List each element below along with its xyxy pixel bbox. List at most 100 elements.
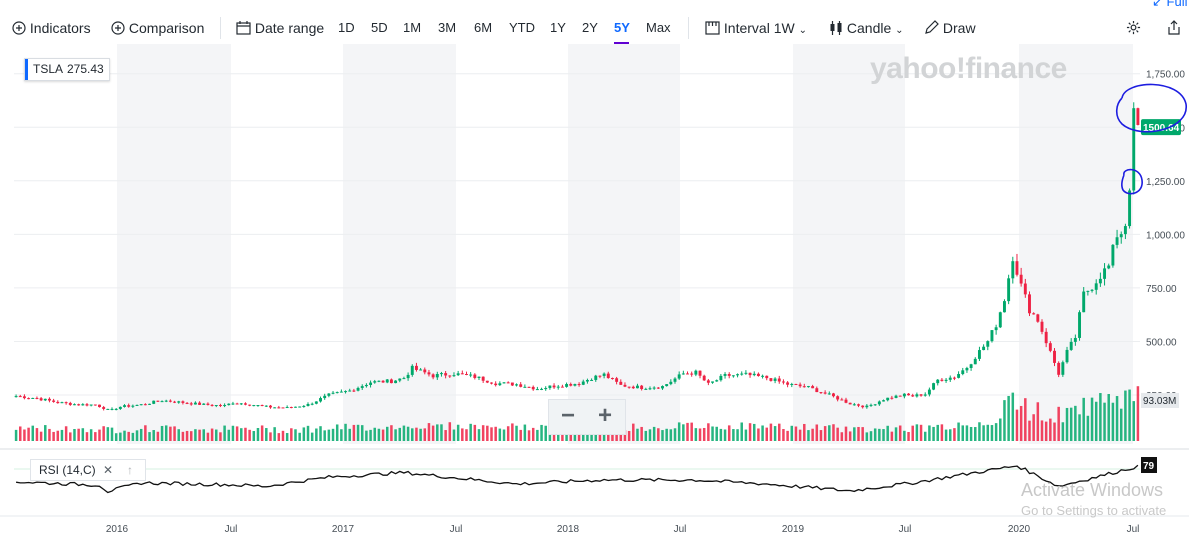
volume-bar — [719, 428, 723, 441]
indicators-label: Indicators — [29, 20, 91, 36]
volume-bar — [440, 424, 443, 441]
volume-bar — [281, 430, 285, 441]
candle-body — [269, 405, 272, 408]
volume-bar — [782, 429, 785, 441]
volume-bar — [953, 428, 956, 441]
candle-body — [1128, 190, 1132, 227]
volume-bar — [198, 429, 201, 441]
candle-body — [719, 375, 723, 381]
volume-bar — [944, 429, 948, 441]
candle-body — [469, 374, 473, 376]
symbol-legend[interactable]: TSLA 275.43 — [24, 58, 110, 81]
volume-bar — [907, 431, 910, 441]
volume-tag — [1141, 393, 1179, 408]
candle-body — [652, 387, 656, 389]
candle-body — [177, 401, 181, 403]
candle-body — [456, 373, 460, 376]
range-5y[interactable]: 5Y — [614, 20, 630, 35]
volume-bar — [73, 428, 76, 441]
volume-bar — [1074, 405, 1077, 441]
volume-bar — [1082, 397, 1085, 441]
volume-bar — [381, 429, 385, 441]
candle-body — [1053, 350, 1056, 363]
volume-bar — [219, 432, 222, 441]
candle-body — [389, 379, 393, 384]
volume-bar — [836, 427, 839, 441]
chart-axes: 1,750.001,500.001,250.001,000.00750.0050… — [0, 70, 1189, 535]
candle-body — [114, 408, 118, 410]
fullscreen-link[interactable]: ↙ Full — [1152, 0, 1187, 10]
range-1m[interactable]: 1M — [403, 20, 422, 35]
candle-body — [723, 374, 727, 376]
candle-body — [923, 394, 927, 396]
candle-body — [656, 387, 660, 389]
candles — [14, 102, 1140, 411]
price-chart[interactable]: 79 1,750.001,500.001,250.001,000.00750.0… — [0, 44, 1189, 539]
candle-body — [306, 404, 310, 406]
volume-bar — [865, 432, 869, 441]
pencil-icon — [925, 20, 939, 34]
candle-body — [1007, 278, 1011, 302]
settings-button[interactable] — [1126, 19, 1141, 37]
draw-button[interactable]: Draw — [924, 19, 976, 37]
range-6m[interactable]: 6M — [474, 20, 493, 35]
interval-dropdown[interactable]: Interval 1W ⌄ — [705, 19, 807, 40]
shaded-band — [1019, 44, 1133, 444]
range-2y[interactable]: 2Y — [582, 20, 598, 35]
volume-bar — [260, 425, 264, 441]
calendar-icon — [236, 21, 251, 35]
candle-body — [535, 389, 539, 391]
range-5d[interactable]: 5D — [371, 20, 388, 35]
range-max[interactable]: Max — [646, 20, 671, 35]
volume-bar — [832, 424, 835, 441]
candle-body — [60, 402, 64, 404]
indicators-button[interactable]: Indicators — [12, 19, 91, 37]
candle-body — [385, 379, 389, 383]
plus-circle-icon — [12, 21, 26, 35]
zoom-in-icon[interactable]: + — [598, 402, 613, 429]
candle-body — [289, 407, 293, 409]
candle-body — [73, 404, 76, 406]
candle-body — [1082, 291, 1086, 313]
candle-body — [281, 407, 285, 409]
candle-body — [756, 373, 760, 377]
chart-toolbar: Indicators Comparison Date range 1D 5D 1… — [0, 0, 1189, 44]
candle-body — [527, 386, 531, 388]
range-1y[interactable]: 1Y — [550, 20, 566, 35]
candle-body — [123, 405, 126, 407]
range-ytd[interactable]: YTD — [509, 20, 535, 35]
volume-bar — [302, 427, 306, 441]
candle-body — [673, 378, 677, 382]
chart-type-dropdown[interactable]: Candle ⌄ — [829, 19, 904, 40]
candle-body — [640, 385, 644, 390]
zoom-out-icon[interactable]: − — [561, 402, 576, 429]
date-range-button[interactable]: Date range — [236, 19, 324, 37]
volume-bar — [794, 426, 798, 441]
move-up-icon[interactable]: ↑ — [127, 463, 133, 477]
volume-bar — [657, 428, 660, 441]
volume-bar — [323, 430, 326, 441]
volume-bar — [669, 429, 673, 441]
volume-bar — [156, 431, 160, 441]
candle-body — [77, 404, 81, 406]
candle-body — [93, 404, 97, 406]
volume-bar — [64, 426, 68, 441]
candle-body — [348, 390, 352, 392]
volume-bar — [1132, 401, 1135, 441]
candle-body — [189, 403, 193, 405]
volume-bar — [673, 428, 677, 441]
range-1d[interactable]: 1D — [338, 20, 355, 35]
volume-bar — [1103, 402, 1106, 441]
windows-activation-hint: Go to Settings to activate — [1021, 503, 1167, 518]
share-button[interactable] — [1167, 19, 1181, 37]
candle-body — [298, 406, 302, 408]
volume-bar — [423, 428, 427, 441]
close-icon[interactable]: ✕ — [103, 463, 114, 477]
fullscreen-label: Full — [1166, 0, 1188, 9]
candle-body — [1078, 312, 1081, 338]
candle-body — [1090, 289, 1094, 291]
volume-bar — [1065, 407, 1069, 441]
comparison-button[interactable]: Comparison — [111, 19, 204, 37]
range-3m[interactable]: 3M — [438, 20, 457, 35]
candle-body — [373, 381, 377, 383]
